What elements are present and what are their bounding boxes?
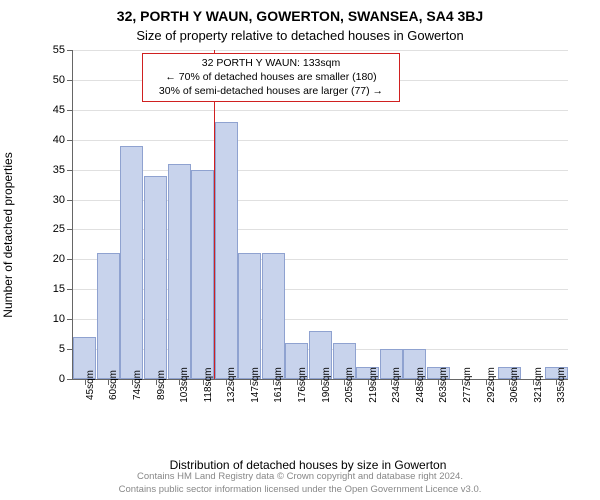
y-tick-label: 10 — [53, 313, 65, 325]
page-subtitle: Size of property relative to detached ho… — [0, 24, 600, 43]
x-tick-label: 118sqm — [203, 368, 214, 403]
y-tick-label: 45 — [53, 104, 65, 116]
y-tick — [67, 80, 73, 81]
plot-area: 051015202530354045505545sqm60sqm74sqm89s… — [72, 50, 568, 380]
x-tick-label: 74sqm — [132, 370, 143, 400]
footer-line-2: Contains public sector information licen… — [0, 484, 600, 496]
bar — [168, 164, 191, 379]
annotation-box: 32 PORTH Y WAUN: 133sqm← 70% of detached… — [142, 53, 399, 102]
y-tick — [67, 50, 73, 51]
y-axis-label: Number of detached properties — [1, 152, 15, 317]
y-tick — [67, 140, 73, 141]
y-tick — [67, 200, 73, 201]
gridline — [73, 50, 568, 51]
y-tick — [67, 289, 73, 290]
x-tick-label: 132sqm — [226, 367, 237, 403]
y-tick-label: 50 — [53, 74, 65, 86]
x-tick-label: 60sqm — [108, 370, 119, 400]
y-tick-label: 55 — [53, 44, 65, 56]
x-tick-label: 277sqm — [462, 367, 473, 403]
footer-line-1: Contains HM Land Registry data © Crown c… — [0, 471, 600, 483]
y-tick-label: 5 — [59, 343, 65, 355]
y-tick — [67, 349, 73, 350]
x-tick-label: 45sqm — [85, 370, 96, 400]
annotation-line: ← 70% of detached houses are smaller (18… — [147, 70, 394, 84]
gridline — [73, 140, 568, 141]
bar — [191, 170, 214, 379]
gridline — [73, 170, 568, 171]
x-tick-label: 234sqm — [391, 367, 402, 403]
y-tick-label: 25 — [53, 223, 65, 235]
y-tick-label: 30 — [53, 194, 65, 206]
x-tick-label: 306sqm — [509, 367, 520, 403]
x-tick-label: 292sqm — [486, 367, 497, 403]
y-tick — [67, 319, 73, 320]
x-axis-label: Distribution of detached houses by size … — [170, 458, 447, 472]
bar — [215, 122, 238, 379]
x-tick-label: 176sqm — [297, 367, 308, 403]
bar — [238, 253, 261, 379]
bar — [120, 146, 143, 379]
bar — [144, 176, 167, 379]
gridline — [73, 110, 568, 111]
y-tick-label: 15 — [53, 283, 65, 295]
footer-credits: Contains HM Land Registry data © Crown c… — [0, 471, 600, 496]
x-tick-label: 147sqm — [250, 367, 261, 403]
x-tick-label: 219sqm — [368, 367, 379, 403]
x-tick-label: 89sqm — [156, 370, 167, 400]
x-tick-label: 321sqm — [533, 367, 544, 403]
x-tick-label: 103sqm — [179, 367, 190, 403]
bar — [262, 253, 285, 379]
y-tick-label: 35 — [53, 164, 65, 176]
x-tick-label: 190sqm — [321, 367, 332, 403]
y-tick-label: 40 — [53, 134, 65, 146]
x-tick-label: 205sqm — [344, 367, 355, 403]
y-tick — [67, 379, 73, 380]
y-tick — [67, 229, 73, 230]
x-tick-label: 263sqm — [438, 367, 449, 403]
y-tick — [67, 170, 73, 171]
x-tick-label: 335sqm — [556, 367, 567, 403]
x-tick-label: 161sqm — [273, 367, 284, 403]
y-tick — [67, 259, 73, 260]
histogram-chart: Number of detached properties 0510152025… — [48, 50, 568, 420]
x-tick-label: 248sqm — [415, 367, 426, 403]
annotation-line: 32 PORTH Y WAUN: 133sqm — [147, 56, 394, 70]
page-title: 32, PORTH Y WAUN, GOWERTON, SWANSEA, SA4… — [0, 0, 600, 24]
y-tick-label: 0 — [59, 373, 65, 385]
annotation-line: 30% of semi-detached houses are larger (… — [147, 84, 394, 98]
y-tick — [67, 110, 73, 111]
y-tick-label: 20 — [53, 253, 65, 265]
bar — [97, 253, 120, 379]
